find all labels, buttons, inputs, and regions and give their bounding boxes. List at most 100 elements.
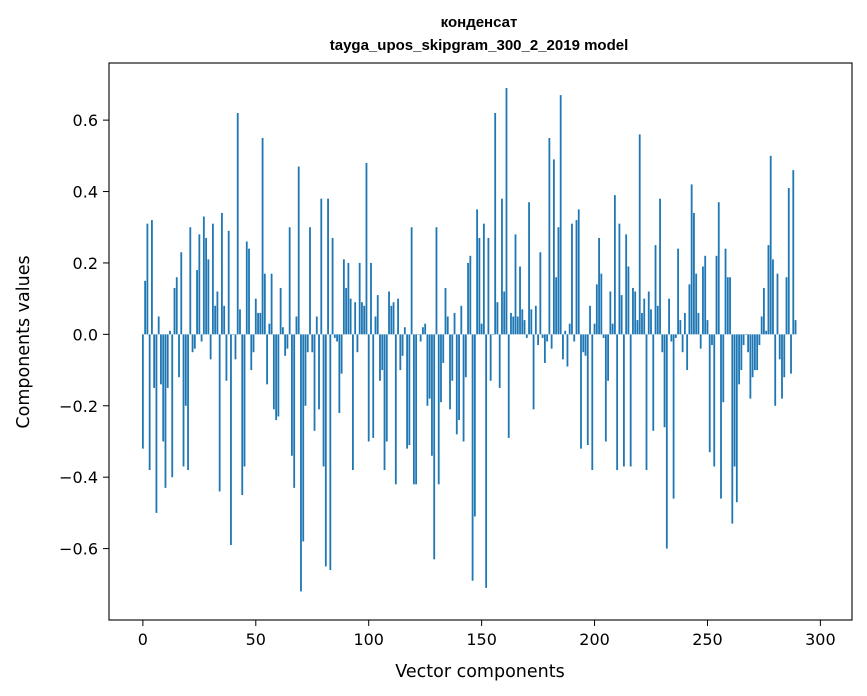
bar	[566, 334, 569, 367]
bar	[611, 323, 614, 335]
bar	[645, 334, 648, 471]
bar	[720, 334, 722, 499]
bar	[435, 227, 438, 335]
bar	[462, 334, 465, 442]
bar	[516, 316, 519, 335]
bar	[541, 334, 544, 338]
bar	[595, 284, 598, 335]
bar	[505, 87, 508, 335]
bar	[548, 137, 551, 335]
bar	[291, 334, 293, 456]
bar	[178, 334, 180, 378]
bar	[552, 159, 555, 335]
bar	[270, 273, 273, 335]
bar-series	[141, 87, 797, 592]
bar	[480, 323, 483, 335]
x-axis-label: Vector components	[395, 662, 564, 682]
bar	[688, 284, 691, 335]
y-tick-label: −0.6	[59, 540, 98, 559]
bar	[433, 334, 436, 560]
bar	[218, 334, 221, 492]
bar	[507, 334, 510, 438]
bar	[489, 334, 492, 381]
bar	[322, 334, 325, 467]
bar	[410, 227, 413, 335]
x-tick-label: 100	[353, 630, 384, 649]
bar	[523, 320, 526, 335]
bar	[634, 291, 637, 335]
bar	[740, 334, 743, 371]
bar	[670, 334, 673, 342]
plot-frame	[108, 62, 853, 621]
bar	[431, 334, 433, 456]
bar	[232, 334, 235, 335]
bar	[672, 334, 675, 499]
bar	[356, 334, 359, 353]
bar	[557, 227, 560, 335]
bar	[661, 334, 664, 353]
bar	[358, 262, 361, 335]
bar	[196, 270, 198, 335]
bar	[776, 273, 779, 335]
bar	[665, 334, 668, 549]
bar	[383, 334, 386, 471]
bar	[442, 334, 445, 363]
y-tick-label: −0.2	[59, 397, 98, 416]
bar	[166, 334, 169, 388]
bar	[354, 302, 357, 335]
bar	[564, 330, 567, 335]
bar	[790, 334, 792, 374]
bar	[417, 334, 420, 335]
bar	[604, 334, 607, 442]
bar	[340, 334, 343, 374]
bar	[519, 266, 521, 335]
bar	[245, 241, 248, 335]
bar	[336, 334, 338, 342]
bar	[580, 334, 582, 449]
bar	[399, 334, 402, 371]
bar	[715, 255, 718, 335]
bar	[460, 305, 463, 335]
bar	[774, 334, 777, 406]
bar	[602, 334, 605, 338]
bar	[401, 334, 404, 356]
bar	[173, 287, 176, 335]
bar	[279, 287, 282, 335]
bar	[792, 170, 795, 335]
bar	[501, 198, 503, 335]
bar	[550, 334, 553, 349]
bar	[494, 112, 497, 335]
y-axis-ticks: −0.6 −0.4 −0.2 0.0 0.2 0.4 0.6	[59, 111, 109, 559]
bar	[286, 334, 289, 349]
bar	[794, 320, 797, 335]
bar	[742, 334, 745, 346]
bar	[230, 334, 232, 546]
bar	[451, 334, 454, 381]
bar	[503, 291, 506, 335]
bar	[758, 334, 761, 346]
bar	[333, 334, 336, 338]
bar	[562, 334, 564, 360]
bar	[731, 334, 734, 524]
bar	[476, 209, 479, 335]
bar	[324, 334, 327, 567]
bar	[577, 209, 580, 335]
bar	[437, 334, 440, 485]
bar	[408, 334, 411, 446]
chart-subtitle: tayga_upos_skipgram_300_2_2019 model	[330, 37, 629, 54]
bar	[760, 316, 763, 335]
bar	[767, 245, 770, 335]
bar	[397, 298, 399, 335]
bar	[180, 252, 183, 335]
bar	[388, 291, 390, 335]
bar	[681, 334, 684, 353]
bar	[207, 259, 210, 335]
bar	[623, 334, 625, 467]
x-tick-label: 200	[579, 630, 610, 649]
bar	[512, 316, 515, 335]
bar	[785, 277, 788, 335]
bar	[496, 302, 499, 335]
bar	[381, 334, 384, 371]
bar	[349, 298, 352, 335]
bar	[537, 334, 539, 346]
